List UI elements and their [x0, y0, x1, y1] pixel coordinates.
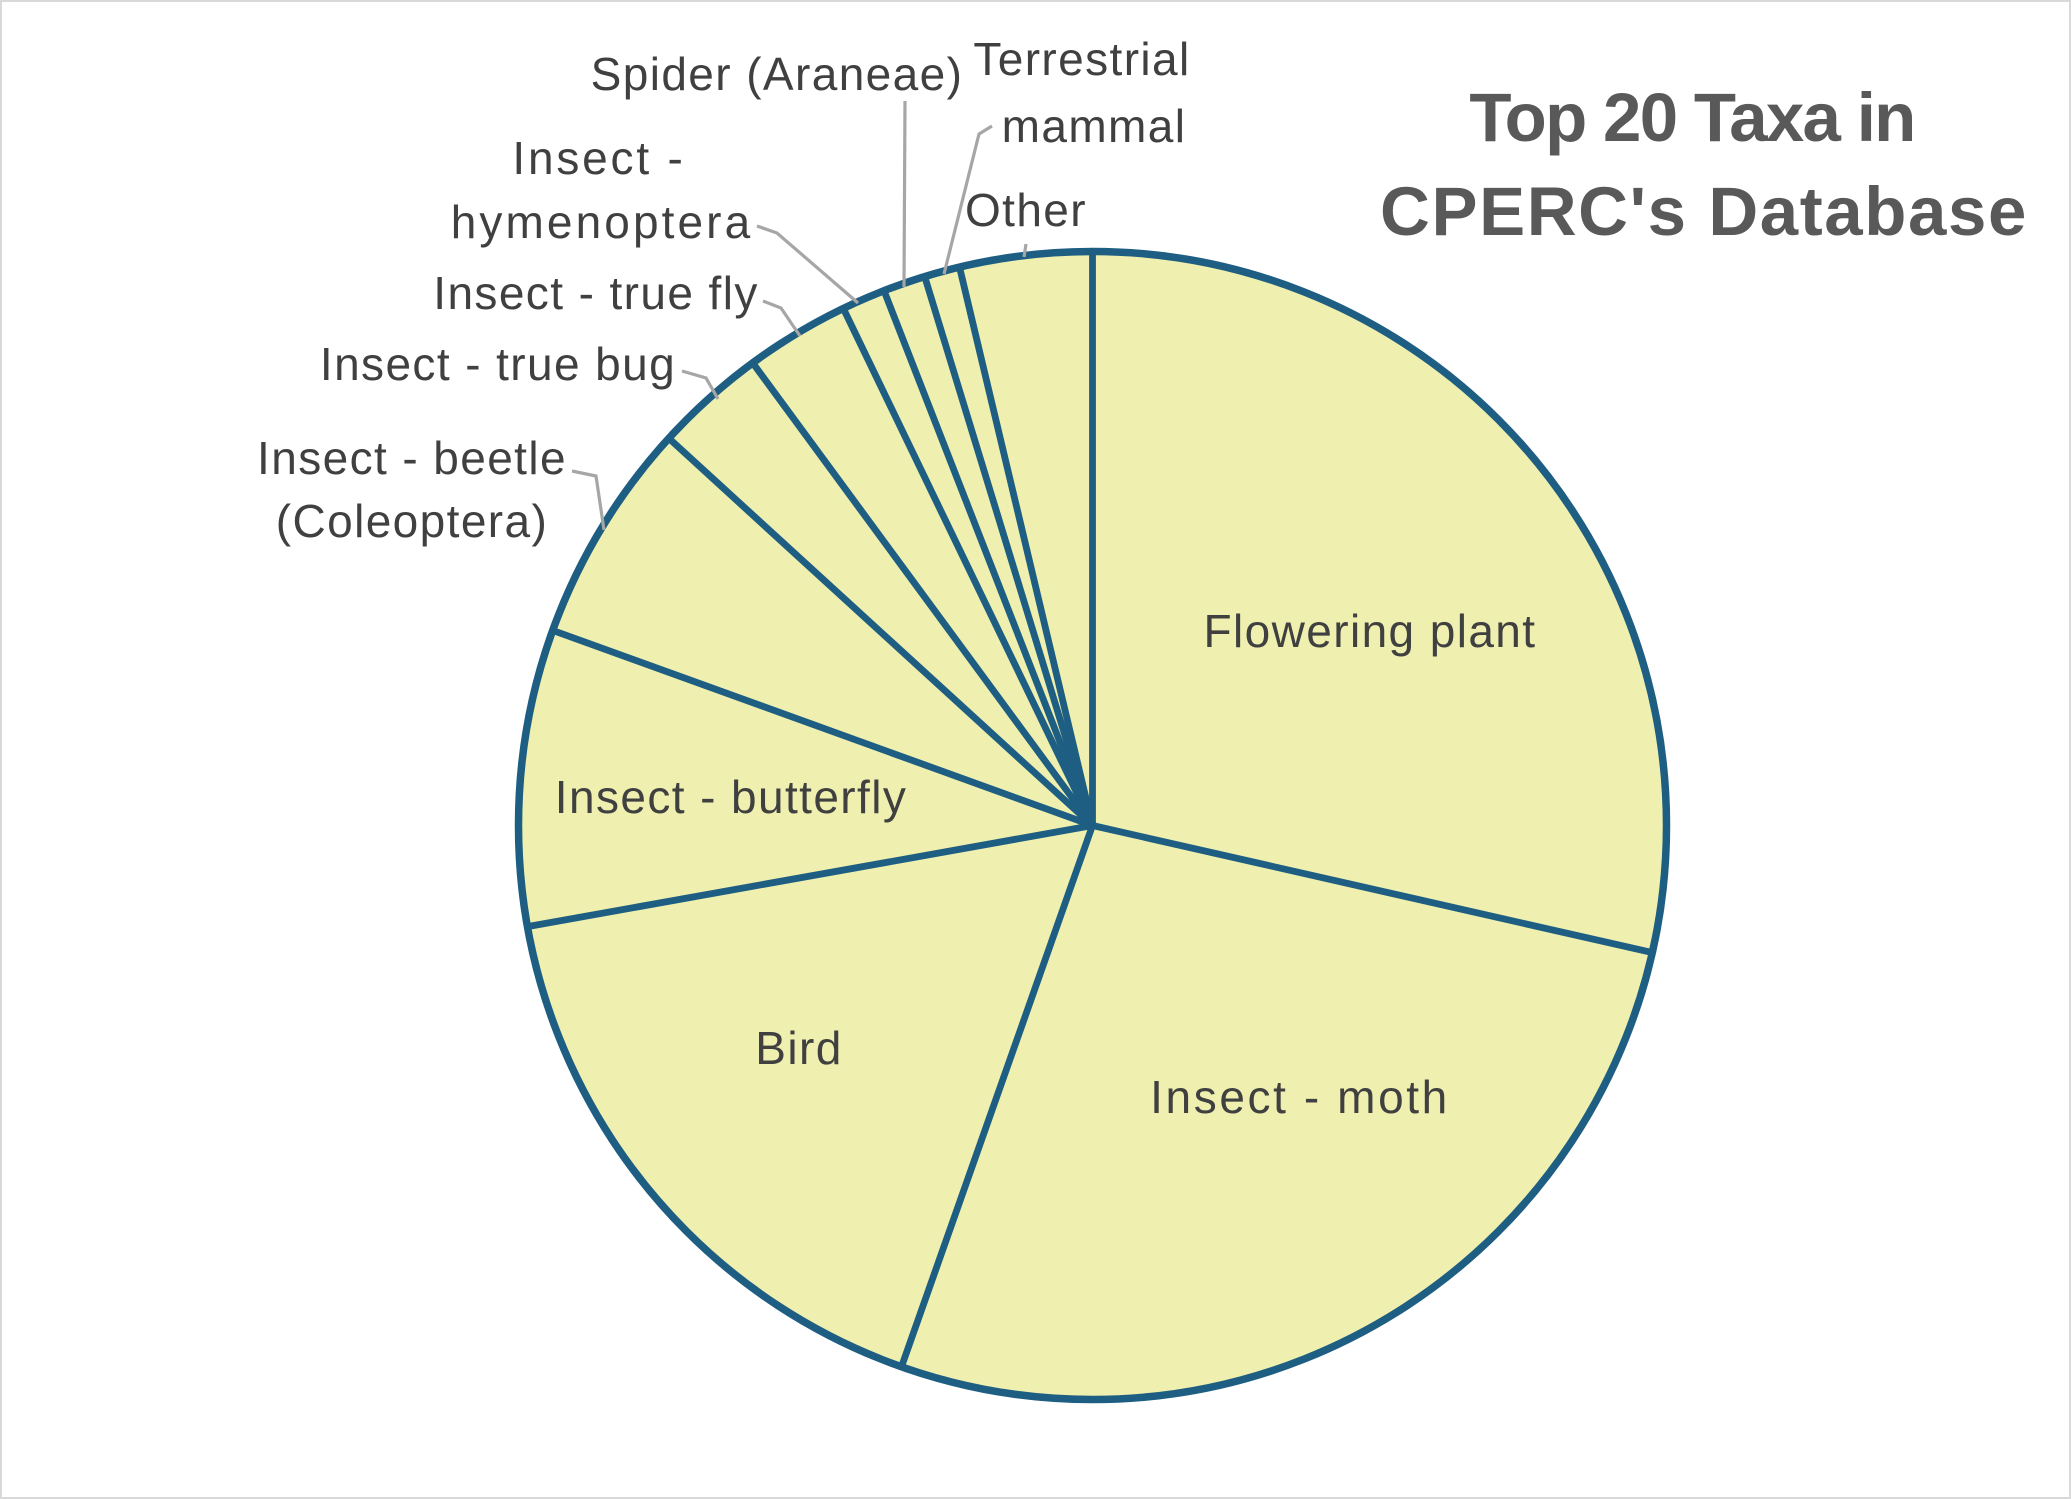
svg-text:Insect -: Insect -: [512, 132, 685, 184]
svg-text:Terrestrial: Terrestrial: [973, 33, 1190, 85]
svg-text:hymenoptera: hymenoptera: [451, 196, 754, 248]
svg-text:Other: Other: [965, 184, 1087, 236]
svg-text:Spider (Araneae): Spider (Araneae): [591, 48, 964, 100]
svg-text:Insect - true bug: Insect - true bug: [320, 338, 676, 390]
svg-text:Insect - moth: Insect - moth: [1150, 1071, 1450, 1123]
svg-text:Insect - beetle: Insect - beetle: [257, 432, 567, 484]
svg-text:mammal: mammal: [1002, 100, 1187, 152]
svg-text:Flowering plant: Flowering plant: [1204, 605, 1537, 657]
svg-text:(Coleoptera): (Coleoptera): [276, 495, 548, 547]
svg-text:Insect - butterfly: Insect - butterfly: [555, 771, 907, 823]
svg-text:CPERC's Database: CPERC's Database: [1380, 173, 2028, 250]
svg-text:Insect - true fly: Insect - true fly: [433, 267, 758, 319]
svg-text:Top 20 Taxa in: Top 20 Taxa in: [1469, 79, 1914, 156]
svg-text:Bird: Bird: [755, 1022, 842, 1074]
